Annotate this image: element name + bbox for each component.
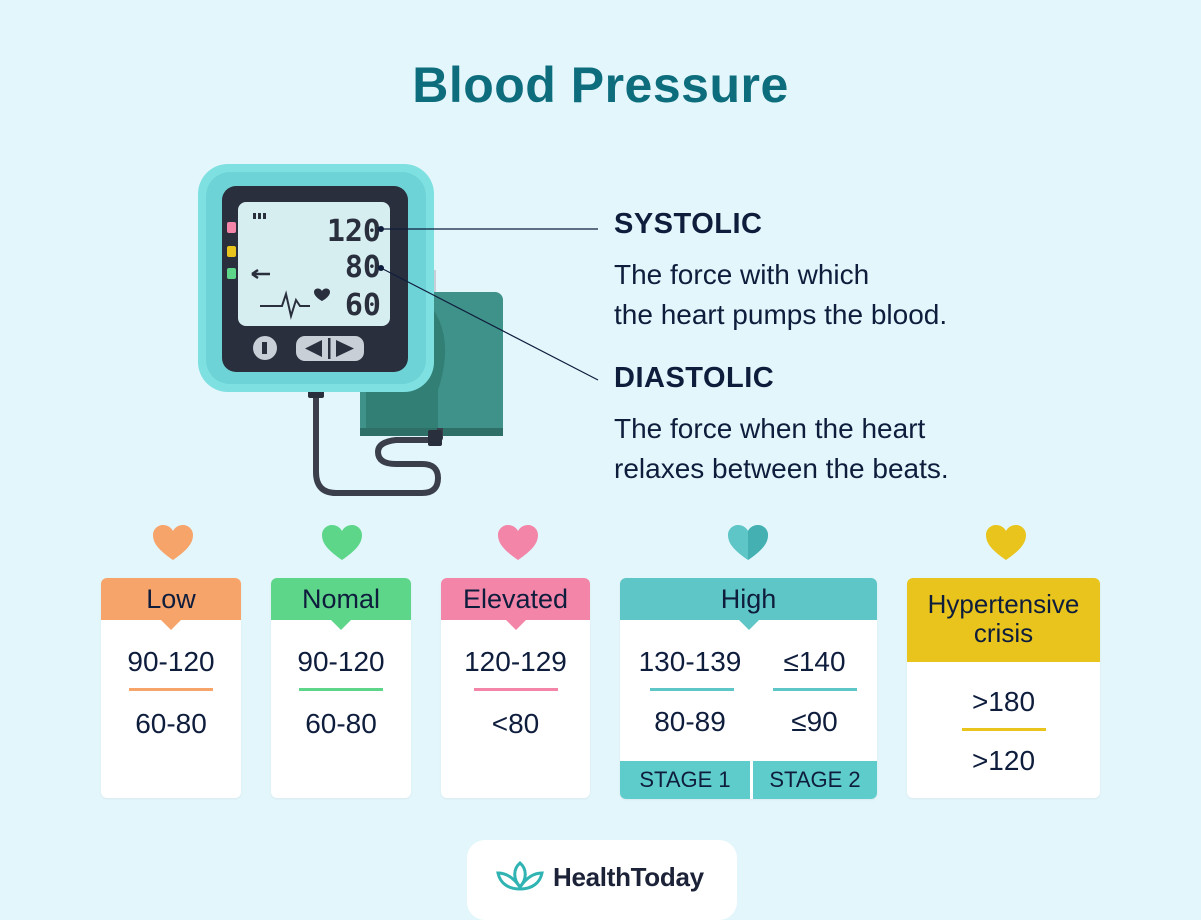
card-crisis-systolic: >180 <box>971 686 1036 717</box>
lotus-logo-icon <box>496 861 544 891</box>
heart-icon <box>322 525 362 560</box>
card-low: Low 90-120 60-80 <box>101 578 241 798</box>
page-title: Blood Pressure <box>412 57 789 113</box>
card-elevated-header: Elevated <box>441 578 590 630</box>
card-crisis-label-line1: Hypertensive <box>927 589 1080 619</box>
card-normal-diastolic: 60-80 <box>305 708 377 739</box>
card-low-header: Low <box>101 578 241 630</box>
pulse-reading: 60 <box>345 288 381 323</box>
systolic-reading: 120 <box>327 214 381 249</box>
card-low-diastolic: 60-80 <box>135 708 207 739</box>
card-crisis-diastolic: >120 <box>971 745 1036 776</box>
card-high-stage2-systolic: ≤140 <box>783 646 846 677</box>
pulse-wave-icon <box>260 290 310 320</box>
card-normal-systolic: 90-120 <box>297 646 385 677</box>
diastolic-label: DIASTOLIC <box>614 362 775 394</box>
diastolic-reading: 80 <box>345 250 381 285</box>
card-normal: Nomal 90-120 60-80 <box>271 578 411 798</box>
card-elevated: Elevated 120-129 <80 <box>441 578 590 798</box>
heart-icon <box>314 288 330 301</box>
card-normal-header: Nomal <box>271 578 411 630</box>
card-crisis-label-line2: crisis <box>973 618 1034 648</box>
diastolic-description-line2: relaxes between the beats. <box>614 453 949 484</box>
battery-icon <box>253 213 266 219</box>
brand-name: HealthToday <box>553 862 704 892</box>
card-hypertensive-crisis: Hypertensive crisis >180 >120 <box>907 578 1100 798</box>
heart-icon <box>498 525 538 560</box>
heart-icon <box>986 525 1026 560</box>
blood-pressure-monitor-illustration: 120 80 60 <box>198 164 503 496</box>
card-high-stage2-diastolic: ≤90 <box>791 706 838 737</box>
card-high-label: High <box>720 584 777 614</box>
card-normal-label: Nomal <box>301 584 381 614</box>
systolic-description-line1: The force with which <box>614 259 870 290</box>
card-high-stage1-diastolic: 80-89 <box>654 706 726 737</box>
stage1-label: STAGE 1 <box>620 761 750 799</box>
card-elevated-label: Elevated <box>462 584 569 614</box>
stage2-label: STAGE 2 <box>753 761 877 799</box>
card-elevated-systolic: 120-129 <box>464 646 567 677</box>
indicator-light-yellow <box>227 246 236 257</box>
card-high-header: High <box>620 578 877 630</box>
heart-icon <box>728 525 768 560</box>
systolic-label: SYSTOLIC <box>614 208 763 240</box>
heart-icon <box>153 525 193 560</box>
indicator-light-green <box>227 268 236 279</box>
systolic-description-line2: the heart pumps the blood. <box>614 299 948 330</box>
indicator-light-red <box>227 222 236 233</box>
card-elevated-diastolic: <80 <box>491 708 540 739</box>
card-low-systolic: 90-120 <box>127 646 215 677</box>
diastolic-description-line1: The force when the heart <box>614 413 926 444</box>
diastolic-callout: DIASTOLIC The force when the heart relax… <box>614 362 949 489</box>
card-low-label: Low <box>146 584 196 614</box>
card-crisis-header: Hypertensive crisis <box>907 578 1100 662</box>
systolic-callout: SYSTOLIC The force with which the heart … <box>614 208 947 335</box>
arrow-left-icon <box>251 268 270 280</box>
card-high-stage1-systolic: 130-139 <box>638 646 742 677</box>
